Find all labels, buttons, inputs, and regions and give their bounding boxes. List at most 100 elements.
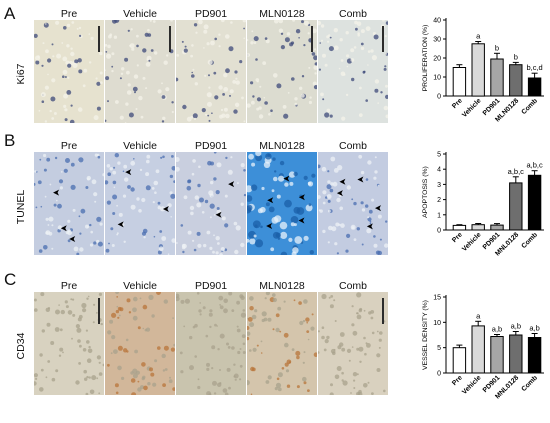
cell (206, 230, 211, 235)
tissue-texture (107, 292, 175, 395)
cell (326, 108, 331, 113)
cell (199, 302, 201, 304)
cell (114, 153, 119, 158)
cell (330, 156, 336, 162)
cell (360, 29, 365, 34)
cell (280, 32, 284, 35)
cell (77, 58, 82, 63)
cell (233, 363, 236, 366)
y-tick-label: 4 (437, 167, 441, 174)
cell (58, 179, 64, 184)
cell (356, 347, 360, 351)
cell (133, 296, 138, 302)
cell (35, 206, 38, 209)
cell (385, 21, 388, 25)
cell (303, 351, 306, 354)
cell (346, 348, 352, 353)
cell (110, 352, 113, 355)
cell (314, 72, 317, 75)
cell (79, 34, 82, 37)
cell (378, 346, 381, 349)
cell (116, 233, 119, 236)
cell (47, 224, 50, 226)
bar (490, 336, 504, 374)
cell (95, 77, 98, 80)
cell (128, 112, 134, 118)
arrowhead (357, 176, 364, 183)
cell (194, 195, 199, 200)
cell (356, 292, 362, 298)
significance-label: a,b,c (526, 161, 543, 170)
cell (223, 87, 229, 92)
cell (92, 321, 95, 324)
cell (358, 113, 363, 117)
cell (327, 170, 330, 173)
cell (358, 346, 364, 352)
stain-label: TUNEL (15, 189, 27, 225)
cell (339, 342, 344, 347)
cell (72, 62, 78, 68)
cell (46, 322, 51, 327)
y-tick-label: 10 (433, 320, 441, 327)
cell (50, 96, 56, 102)
cell (308, 66, 311, 69)
cell (113, 349, 118, 354)
cell (252, 95, 255, 98)
cell (112, 170, 117, 175)
x-tick-label: Comb (520, 231, 539, 250)
cell (116, 305, 119, 308)
cell (306, 321, 308, 324)
cell (131, 392, 137, 395)
cell (248, 153, 254, 160)
bar (471, 325, 485, 374)
cell (83, 68, 88, 73)
bar (490, 224, 504, 231)
cell (255, 58, 258, 61)
cell (322, 98, 325, 101)
cell (78, 157, 84, 163)
cell (143, 385, 148, 391)
cell (121, 67, 125, 71)
cell (145, 62, 151, 67)
cell (194, 82, 198, 86)
cell (119, 115, 124, 120)
cell (385, 53, 387, 55)
cell (247, 317, 253, 322)
cell (96, 81, 101, 86)
cell (107, 44, 111, 49)
cell (78, 69, 83, 74)
cell (242, 342, 246, 346)
cell (263, 161, 271, 168)
cell (251, 100, 255, 105)
cell (34, 33, 38, 38)
cell (40, 205, 43, 208)
cell (199, 197, 204, 203)
cell (240, 312, 246, 318)
cell (303, 235, 309, 241)
cell (284, 199, 292, 208)
cell (210, 40, 215, 46)
cell (115, 391, 119, 395)
cell (34, 381, 37, 386)
cell (280, 45, 285, 50)
cell (239, 348, 242, 350)
cell (219, 369, 221, 371)
cell (308, 100, 312, 105)
y-tick-label: 20 (433, 56, 441, 63)
cell (346, 233, 351, 238)
tissue-texture (34, 153, 104, 255)
cell (371, 392, 374, 395)
cell (82, 84, 86, 88)
cell (171, 101, 174, 104)
cell (303, 44, 306, 47)
cell (213, 392, 217, 395)
cell (285, 369, 290, 373)
scale-bar (98, 26, 100, 52)
cell (201, 211, 205, 214)
cell (111, 52, 115, 56)
cell (332, 351, 336, 356)
cell (62, 75, 65, 78)
cell (97, 241, 103, 247)
cell (341, 116, 346, 121)
cell (123, 348, 128, 353)
